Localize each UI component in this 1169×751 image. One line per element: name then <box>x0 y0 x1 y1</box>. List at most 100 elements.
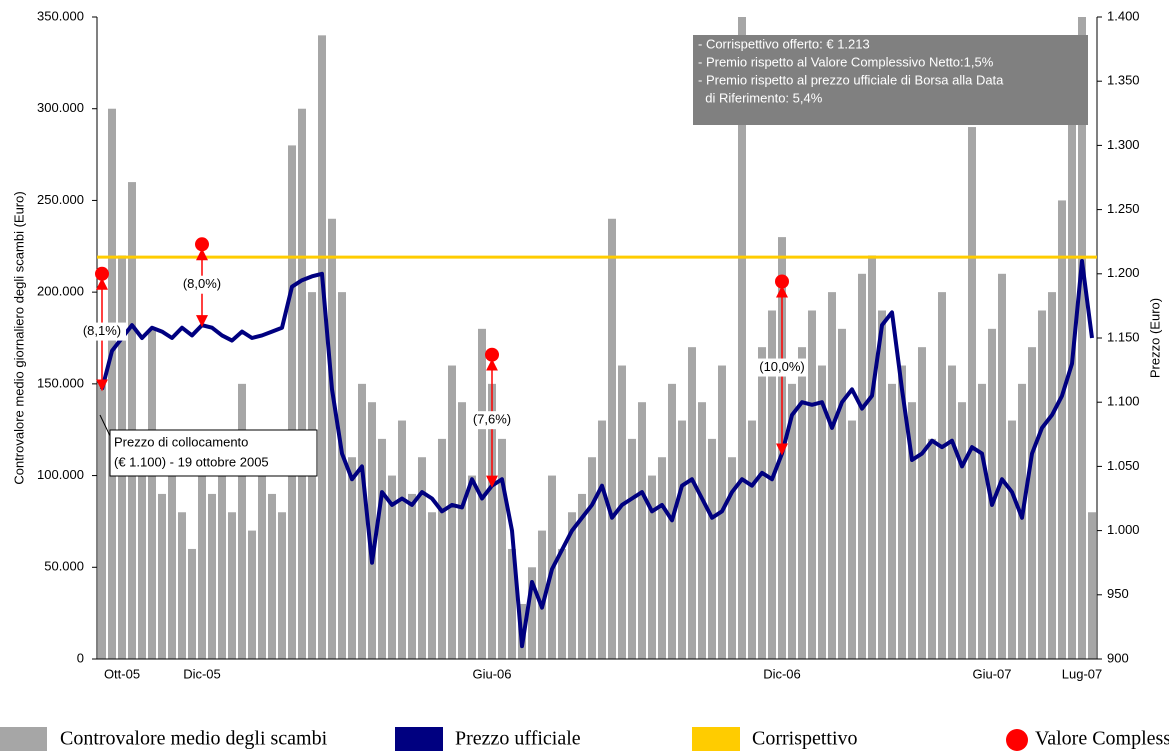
bar <box>358 383 366 659</box>
y-tick-label: 300.000 <box>37 100 84 115</box>
vcn-label: (8,0%) <box>183 276 221 291</box>
bar <box>578 493 586 659</box>
legend-swatch <box>395 727 443 751</box>
bar <box>1018 383 1026 659</box>
bar <box>618 365 626 659</box>
bar <box>558 548 566 659</box>
bar <box>278 512 286 659</box>
bar <box>288 145 296 659</box>
bar <box>458 402 466 659</box>
legend-label: Corrispettivo <box>752 728 858 750</box>
bar <box>238 383 246 659</box>
bar <box>688 347 696 659</box>
bar <box>748 420 756 659</box>
bar <box>158 493 166 659</box>
bar <box>248 530 256 659</box>
note-line: (€ 1.100) - 19 ottobre 2005 <box>114 454 269 469</box>
info-line: - Premio rispetto al Valore Complessivo … <box>698 54 994 69</box>
y2-tick-label: 1.400 <box>1107 8 1140 23</box>
bar <box>418 457 426 659</box>
note-line: Prezzo di collocamento <box>114 434 248 449</box>
bar <box>1038 310 1046 659</box>
info-line: - Corrispettivo offerto: € 1.213 <box>698 36 870 51</box>
y2-tick-label: 1.100 <box>1107 394 1140 409</box>
y-tick-label: 50.000 <box>44 559 84 574</box>
bar <box>478 328 486 659</box>
bar <box>498 438 506 659</box>
info-box <box>693 35 1088 125</box>
bar <box>798 347 806 659</box>
bar <box>698 402 706 659</box>
bar <box>468 475 476 659</box>
bar <box>108 108 116 659</box>
y-axis-title: Controvalore medio giornaliero degli sca… <box>11 191 26 484</box>
x-tick-label: Giu-06 <box>472 666 511 681</box>
bar <box>1068 108 1076 659</box>
bar <box>568 512 576 659</box>
bar <box>328 218 336 659</box>
legend-label: Prezzo ufficiale <box>455 728 581 750</box>
bar <box>368 402 376 659</box>
bar <box>438 438 446 659</box>
bar <box>208 493 216 659</box>
vcn-label-bg <box>178 275 226 294</box>
y-tick-label: 350.000 <box>37 8 84 23</box>
bar <box>348 457 356 659</box>
bar <box>408 493 416 659</box>
bar <box>678 420 686 659</box>
bar <box>1048 292 1056 659</box>
y2-tick-label: 1.300 <box>1107 137 1140 152</box>
bar <box>868 255 876 659</box>
y-tick-label: 250.000 <box>37 192 84 207</box>
bar <box>268 493 276 659</box>
bar <box>808 310 816 659</box>
bar <box>178 512 186 659</box>
bar <box>128 182 136 660</box>
bar <box>218 475 226 659</box>
bar <box>648 475 656 659</box>
y2-tick-label: 950 <box>1107 586 1129 601</box>
bar <box>188 548 196 659</box>
y2-axis-title: Prezzo (Euro) <box>1147 298 1162 378</box>
vcn-label: (8,1%) <box>83 323 121 338</box>
bar <box>338 292 346 659</box>
legend-swatch <box>0 727 47 751</box>
bar <box>988 328 996 659</box>
bar <box>788 383 796 659</box>
bar <box>708 438 716 659</box>
bar <box>1078 17 1086 659</box>
bar <box>888 383 896 659</box>
bar <box>848 420 856 659</box>
bar <box>658 457 666 659</box>
bar <box>448 365 456 659</box>
bar <box>968 127 976 660</box>
bar <box>818 365 826 659</box>
y2-tick-label: 1.150 <box>1107 329 1140 344</box>
y-tick-label: 0 <box>77 650 84 665</box>
bar <box>628 438 636 659</box>
bar <box>168 475 176 659</box>
legend-swatch <box>1006 729 1028 751</box>
x-tick-label: Lug-07 <box>1062 666 1102 681</box>
price-line <box>100 258 1094 649</box>
vcn-label: (10,0%) <box>759 359 805 374</box>
bar <box>858 273 866 659</box>
vcn-label-bg <box>468 411 516 430</box>
note-box <box>109 429 318 477</box>
vcn-point <box>775 274 789 289</box>
vcn-point <box>195 237 209 252</box>
bar <box>958 402 966 659</box>
bar <box>828 292 836 659</box>
y2-tick-label: 1.250 <box>1107 201 1140 216</box>
bar <box>428 512 436 659</box>
legend-label: Valore Complessivo Netto <box>1035 728 1169 750</box>
bar <box>398 420 406 659</box>
info-line: di Riferimento: 5,4% <box>698 90 823 105</box>
bar <box>878 310 886 659</box>
bar <box>1028 347 1036 659</box>
y-tick-label: 150.000 <box>37 375 84 390</box>
y2-tick-label: 1.050 <box>1107 458 1140 473</box>
bar <box>298 108 306 659</box>
vcn-label-bg <box>78 322 126 341</box>
